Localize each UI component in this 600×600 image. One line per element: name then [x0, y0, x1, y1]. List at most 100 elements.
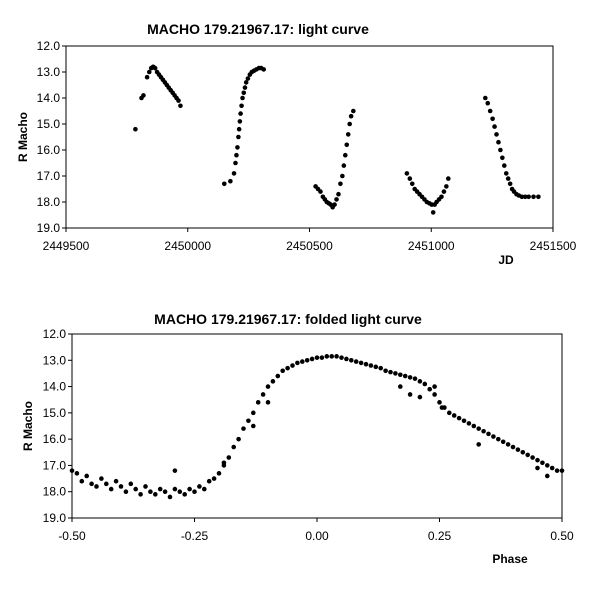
light-curve-data-point [507, 181, 513, 187]
light-curve-data-point [505, 176, 511, 181]
folded-light-curve-data-point [172, 468, 178, 473]
folded-light-curve-data-point [383, 368, 388, 374]
light-curve-data-point [340, 173, 345, 179]
light-curve-data-point [494, 132, 499, 137]
light-curve-data-point [522, 194, 528, 200]
folded-light-curve-data-point [525, 452, 530, 458]
folded-light-curve-data-point [549, 465, 555, 471]
light-curve-data-point [503, 171, 509, 176]
light-curve-data-point [526, 194, 531, 200]
light-curve-data-point [487, 108, 493, 114]
folded-light-curve-data-point [275, 373, 281, 379]
light-curve-data-point [261, 67, 267, 72]
light-curve-data-point [334, 197, 339, 202]
folded-light-curve-data-point [295, 360, 300, 366]
light-curve-data-point [404, 171, 410, 176]
folded-light-curve-data-point [505, 442, 511, 447]
light-curve-data-point [141, 93, 146, 98]
folded-light-curve-data-point [143, 484, 148, 489]
folded-light-curve-data-point [402, 373, 408, 379]
folded-light-curve-data-point [432, 392, 437, 397]
folded-light-curve-data-point [510, 444, 516, 450]
light-curve-data-point [444, 184, 449, 189]
folded-light-curve-data-point [407, 375, 413, 380]
folded-light-curve-data-point [535, 457, 540, 463]
folded-light-curve-data-point [398, 384, 403, 389]
light-curve-data-point [502, 163, 507, 168]
light-curve-data-point [441, 189, 447, 194]
folded-light-curve-y-tick-label: 15.0 [43, 406, 67, 420]
light-curve-data-point [318, 189, 323, 194]
light-curve-data-point [221, 181, 227, 187]
folded-light-curve-data-point [290, 363, 295, 368]
folded-light-curve-y-tick-label: 17.0 [43, 458, 67, 472]
light-curve-data-point [407, 176, 413, 181]
folded-light-curve-title: MACHO 179.21967.17: folded light curve [154, 311, 422, 327]
light-curve-data-point [338, 181, 343, 187]
folded-light-curve-data-point [417, 394, 423, 400]
light-curve-data-point [178, 103, 183, 109]
folded-light-curve-data-point [231, 444, 236, 450]
folded-light-curve-data-point [358, 360, 364, 366]
folded-light-curve-data-point [314, 355, 320, 360]
folded-light-curve-y-tick-label: 19.0 [43, 511, 67, 525]
folded-light-curve-data-point [334, 354, 339, 359]
folded-light-curve-y-tick-label: 18.0 [43, 485, 67, 499]
light-curve-data-point [235, 145, 240, 150]
folded-light-curve-data-point [451, 413, 457, 418]
folded-light-curve-data-point [439, 405, 445, 410]
folded-light-curve-x-axis-label: Phase [492, 552, 528, 566]
light-curve-x-axis-label: JD [498, 253, 514, 267]
folded-light-curve-data-point [412, 376, 418, 381]
light-curve-y-tick-label: 15.0 [37, 117, 61, 131]
folded-light-curve-data-point [270, 379, 276, 384]
light-curve-data-point [236, 134, 241, 140]
light-curve-data-point [485, 100, 491, 106]
folded-light-curve-data-point [496, 436, 501, 442]
folded-light-curve-data-point [265, 400, 271, 405]
folded-light-curve-data-point [99, 476, 104, 481]
folded-light-curve-data-point [432, 384, 437, 389]
light-curve-x-ticks: 2449500 2450000 2450500 2451000 2451500 [43, 228, 577, 253]
light-curve-data-point [239, 103, 244, 109]
folded-light-curve-data-point [491, 434, 496, 439]
light-curve-data-point [144, 74, 150, 80]
light-curve-data-point [500, 155, 505, 161]
folded-light-curve-data-point [74, 471, 80, 476]
folded-light-curve-data-point [162, 489, 168, 495]
folded-light-curve-data-point [373, 364, 379, 370]
folded-light-curve-data-point [123, 489, 129, 495]
folded-light-curve-data-point [69, 468, 75, 473]
folded-light-curve-y-tick-label: 12.0 [43, 327, 67, 341]
folded-light-curve-data-point [265, 384, 271, 389]
folded-light-curve-data-point [437, 400, 442, 405]
folded-light-curve-data-point [241, 426, 246, 431]
folded-light-curve-data-point [84, 473, 89, 479]
light-curve-data-point [490, 116, 495, 122]
folded-light-curve-data-point [197, 484, 202, 489]
folded-light-curve-data-point [153, 492, 158, 497]
folded-light-curve-data-point [530, 455, 535, 460]
light-curve-data-point [498, 147, 503, 153]
folded-light-curve-chart: MACHO 179.21967.17: folded light curve R… [21, 311, 574, 566]
light-curve-data-point [245, 76, 251, 81]
folded-light-curve-data-point [344, 356, 349, 362]
folded-light-curve-data-point [417, 379, 423, 384]
folded-light-curve-data-point [500, 439, 506, 445]
light-curve-x-tick-label: 2450500 [286, 239, 333, 253]
folded-light-curve-data-point [133, 486, 138, 492]
light-curve-data-point [348, 113, 354, 119]
folded-light-curve-data-point [113, 478, 119, 484]
folded-light-curve-data-point [104, 481, 109, 487]
folded-light-curve-data-point [388, 369, 393, 375]
light-curve-points [133, 64, 541, 215]
folded-light-curve-data-point [226, 455, 232, 460]
folded-light-curve-x-tick-label: -0.25 [181, 529, 209, 543]
folded-light-curve-data-point [192, 489, 197, 495]
light-curve-data-point [228, 178, 233, 184]
light-curve-x-tick-label: 2450000 [164, 239, 211, 253]
light-curve-x-tick-label: 2451500 [530, 239, 577, 253]
light-curve-data-point [176, 98, 181, 103]
light-curve-data-point [241, 90, 247, 96]
folded-light-curve-data-point [339, 355, 344, 360]
